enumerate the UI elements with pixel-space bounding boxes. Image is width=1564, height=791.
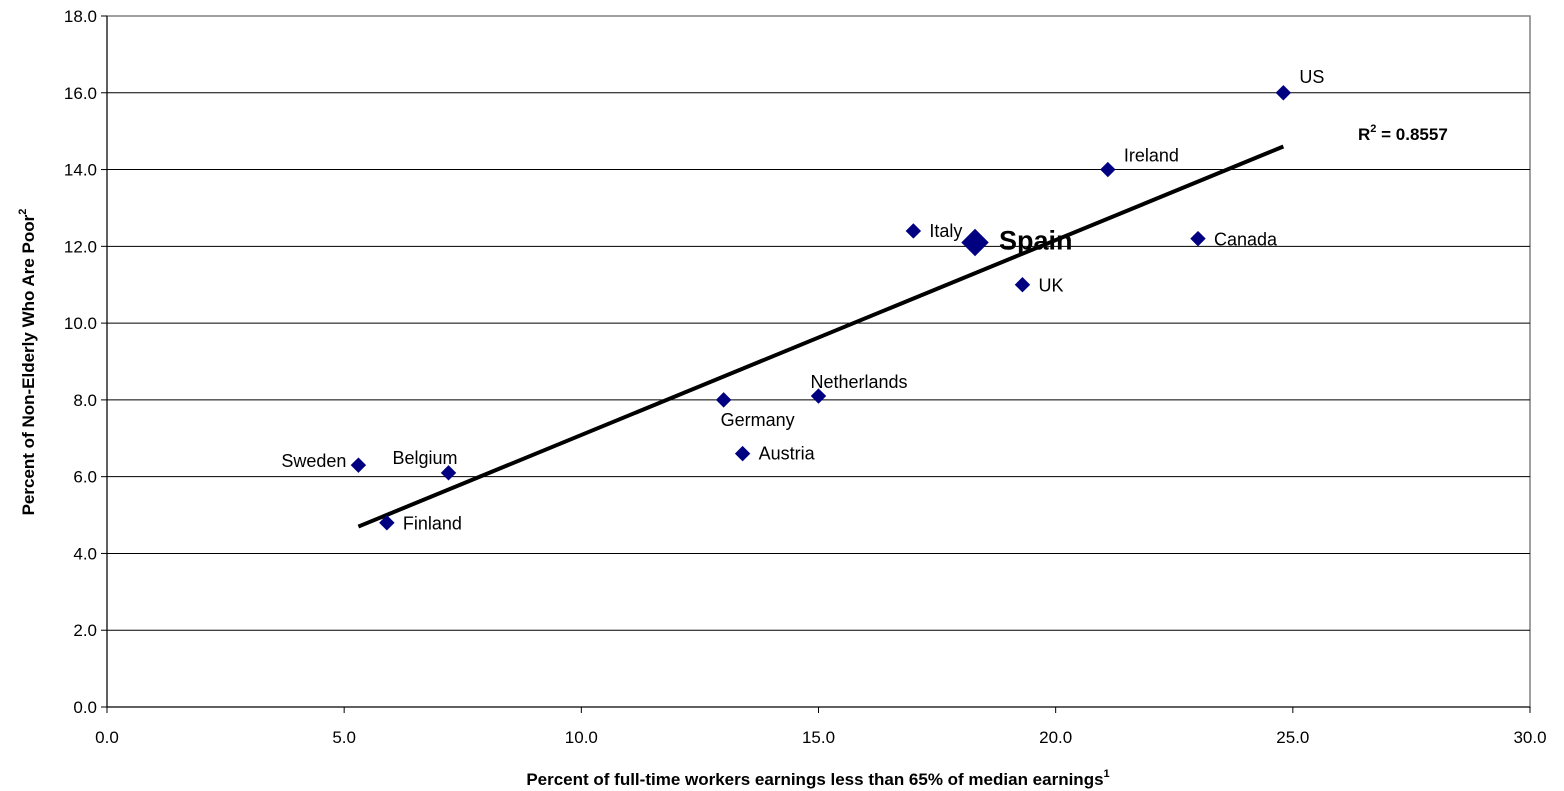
trendline — [357, 144, 1285, 529]
x-tick-label: 10.0 — [565, 728, 598, 747]
data-point-belgium — [440, 465, 457, 481]
y-tick-label: 16.0 — [64, 84, 97, 103]
data-point-finland — [379, 515, 395, 531]
data-point-austria — [734, 445, 751, 462]
y-tick-label: 14.0 — [64, 161, 97, 180]
point-label-belgium: Belgium — [393, 448, 458, 468]
point-label-canada: Canada — [1214, 230, 1278, 250]
point-label-ireland: Ireland — [1124, 146, 1179, 166]
data-point-netherlands — [810, 388, 827, 404]
x-tick-label: 5.0 — [332, 728, 356, 747]
point-labels: US Ireland Canada UK Spain Italy Netherlands Ge… — [281, 67, 1324, 534]
x-tick-label: 0.0 — [95, 728, 119, 747]
x-tick-label: 30.0 — [1513, 728, 1546, 747]
y-tick-label: 2.0 — [73, 621, 97, 640]
data-point-us — [1275, 85, 1292, 101]
data-point-germany — [715, 392, 732, 408]
data-point-ireland — [1100, 161, 1116, 178]
y-tick-label: 18.0 — [64, 7, 97, 26]
point-label-sweden: Sweden — [281, 451, 346, 471]
point-label-germany: Germany — [721, 410, 795, 430]
data-point-italy — [905, 223, 922, 239]
point-label-uk: UK — [1038, 276, 1063, 296]
x-tick-label: 25.0 — [1276, 728, 1309, 747]
point-label-italy: Italy — [929, 221, 962, 241]
y-axis-title: Percent of Non-Elderly Who Are Poor2 — [17, 209, 38, 516]
data-points — [350, 85, 1292, 531]
point-label-us: US — [1299, 67, 1324, 87]
y-tick-label: 6.0 — [73, 468, 97, 487]
y-tick-label: 4.0 — [73, 544, 97, 563]
point-label-spain: Spain — [999, 225, 1073, 255]
data-point-spain — [961, 228, 989, 257]
r-squared-label: R2 = 0.8557 — [1358, 123, 1448, 144]
grid-lines — [107, 92, 1530, 631]
x-axis-title: Percent of full-time workers earnings le… — [526, 768, 1109, 789]
y-tick-label: 12.0 — [64, 237, 97, 256]
point-label-austria: Austria — [759, 444, 816, 464]
point-label-finland: Finland — [403, 514, 462, 534]
y-tick-label: 10.0 — [64, 314, 97, 333]
data-point-canada — [1190, 230, 1206, 247]
point-label-netherlands: Netherlands — [811, 372, 908, 392]
y-axis-ticks: 0.0 2.0 4.0 6.0 8.0 10.0 12.0 14.0 16.0 18.0 — [64, 7, 108, 717]
x-axis-ticks: 0.0 5.0 10.0 15.0 20.0 25.0 30.0 — [95, 706, 1547, 747]
y-tick-label: 8.0 — [73, 391, 97, 410]
y-tick-label: 0.0 — [73, 698, 97, 717]
plot-area — [106, 15, 1531, 708]
x-tick-label: 15.0 — [802, 728, 835, 747]
data-point-uk — [1014, 277, 1031, 293]
data-point-sweden — [350, 457, 367, 473]
x-tick-label: 20.0 — [1039, 728, 1072, 747]
